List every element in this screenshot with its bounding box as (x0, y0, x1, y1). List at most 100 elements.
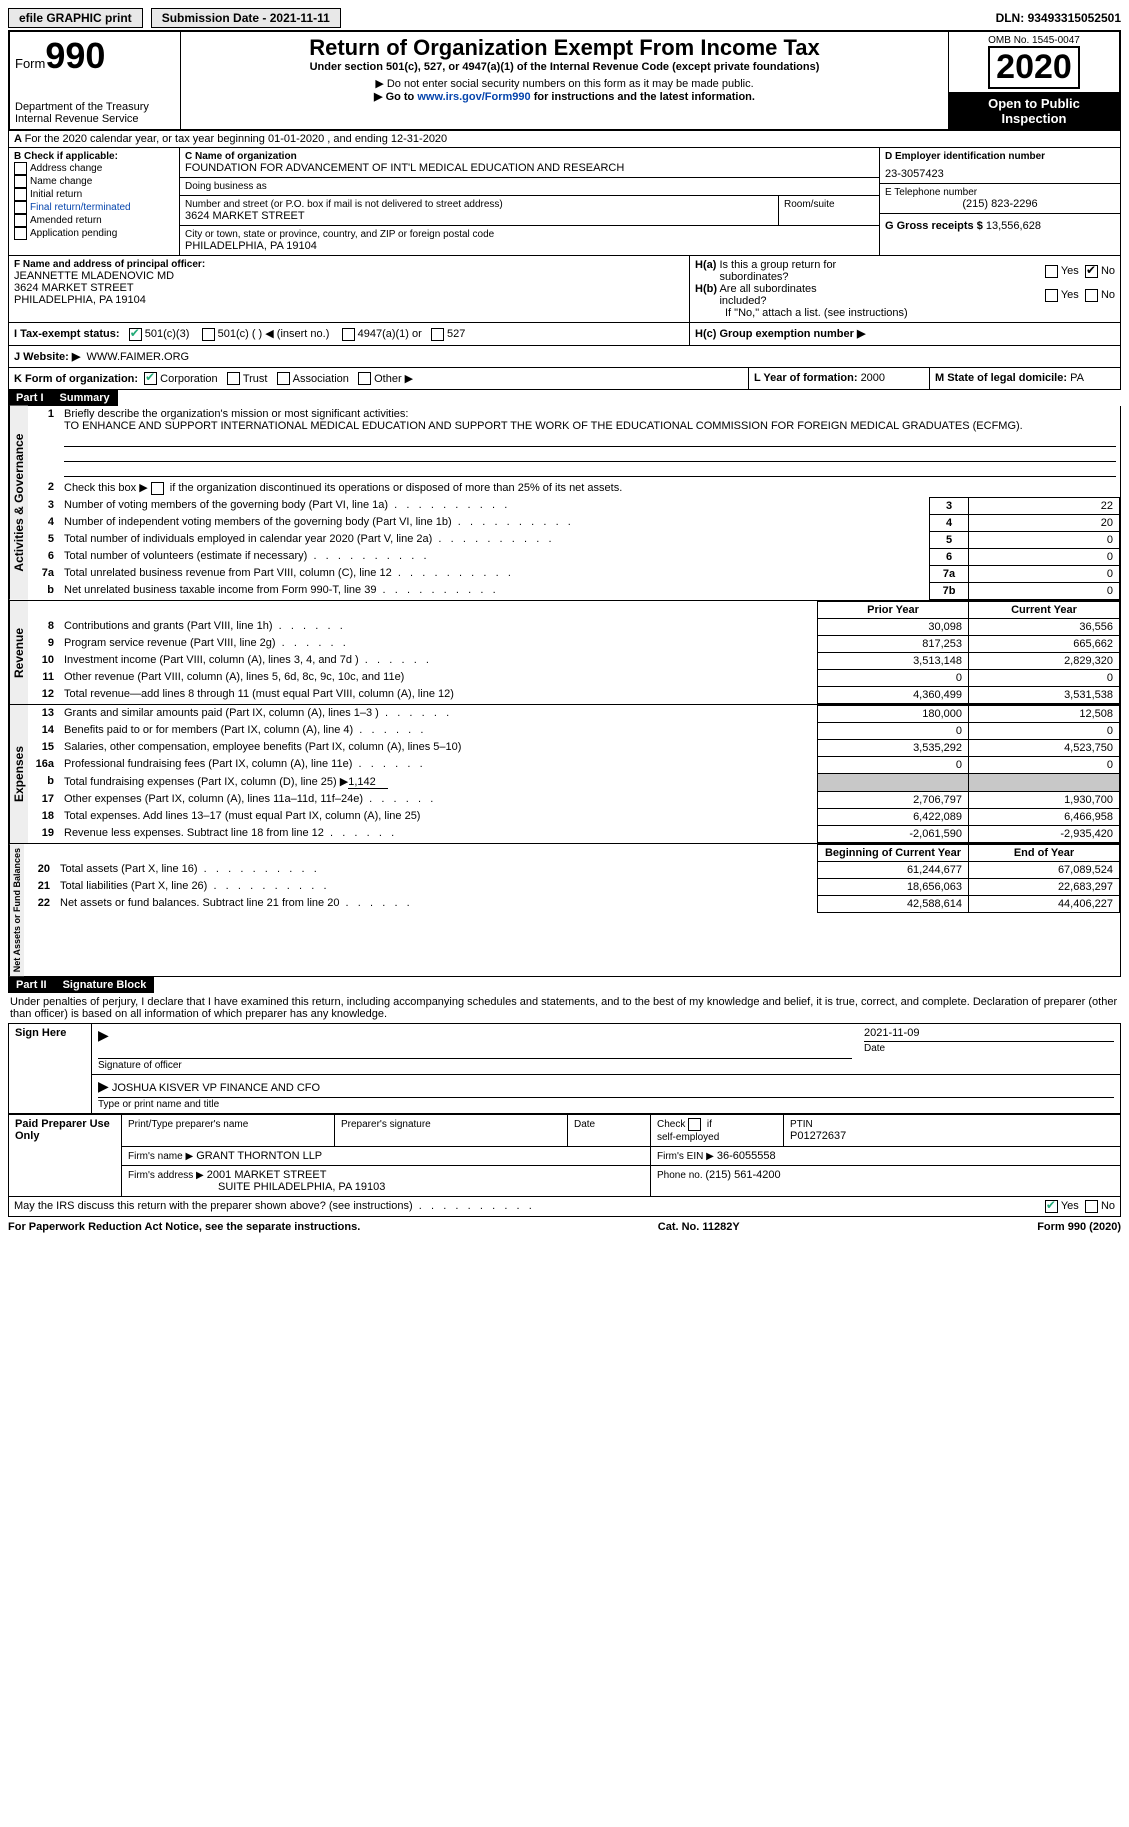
p16a: 0 (818, 756, 969, 773)
p19: -2,061,590 (818, 825, 969, 842)
tax-year: 2020 (988, 46, 1080, 89)
p16b (818, 773, 969, 791)
org-city: PHILADELPHIA, PA 19104 (185, 240, 874, 252)
l17: Other expenses (Part IX, column (A), lin… (64, 793, 433, 805)
chk-pending[interactable]: Application pending (14, 227, 174, 240)
l16b-val: 1,142 (348, 776, 388, 789)
p9: 817,253 (818, 635, 969, 652)
check-self: Check ifself-employed (657, 1119, 719, 1143)
l16a: Professional fundraising fees (Part IX, … (64, 758, 423, 770)
date-label: Date (864, 1043, 885, 1054)
revenue-block: Revenue Prior YearCurrent Year 8Contribu… (8, 601, 1121, 705)
i-row: I Tax-exempt status: 501(c)(3) 501(c) ( … (8, 323, 1121, 346)
c8: 36,556 (969, 618, 1120, 635)
p21: 18,656,063 (818, 878, 969, 895)
p10: 3,513,148 (818, 652, 969, 669)
paid-label: Paid Preparer Use Only (9, 1114, 122, 1196)
form-number: 990 (45, 35, 105, 76)
top-bar: efile GRAPHIC print Submission Date - 20… (8, 8, 1121, 28)
ha-yes[interactable] (1045, 265, 1058, 278)
hb-yes[interactable] (1045, 289, 1058, 302)
l13: Grants and similar amounts paid (Part IX… (64, 707, 449, 719)
box-e-label: E Telephone number (885, 187, 1115, 198)
officer-printed: JOSHUA KISVER VP FINANCE AND CFO (112, 1082, 320, 1094)
ha-no[interactable] (1085, 265, 1098, 278)
omb: OMB No. 1545-0047 (954, 35, 1114, 46)
chk-501c[interactable] (202, 328, 215, 341)
form990-link[interactable]: www.irs.gov/Form990 (417, 91, 530, 103)
officer-addr2: PHILADELPHIA, PA 19104 (14, 294, 684, 306)
dln: DLN: 93493315052501 (996, 11, 1121, 25)
dln-label: DLN: (996, 11, 1028, 25)
l21: Total liabilities (Part X, line 26) (60, 880, 327, 892)
discuss-yes[interactable] (1045, 1200, 1058, 1213)
c14: 0 (969, 722, 1120, 739)
c12: 3,531,538 (969, 686, 1120, 703)
footer: For Paperwork Reduction Act Notice, see … (8, 1221, 1121, 1233)
p11: 0 (818, 669, 969, 686)
prep-date-h: Date (574, 1119, 595, 1130)
submission-button[interactable]: Submission Date - 2021-11-11 (151, 8, 341, 28)
l7a: Total unrelated business revenue from Pa… (64, 567, 511, 579)
l12: Total revenue—add lines 8 through 11 (mu… (64, 688, 454, 700)
chk-discontinued[interactable] (151, 482, 164, 495)
chk-4947[interactable] (342, 328, 355, 341)
chk-amended[interactable]: Amended return (14, 214, 174, 227)
part1-bar: Part I Summary (8, 390, 1121, 406)
l14: Benefits paid to or for members (Part IX… (64, 724, 423, 736)
addr-label: Number and street (or P.O. box if mail i… (185, 199, 773, 210)
hc-label: H(c) Group exemption number ▶ (695, 328, 865, 340)
p13: 180,000 (818, 705, 969, 722)
p22: 42,588,614 (818, 895, 969, 912)
c16a: 0 (969, 756, 1120, 773)
v6: 0 (969, 548, 1120, 565)
submission-date: 2021-11-11 (270, 11, 330, 25)
p18: 6,422,089 (818, 808, 969, 825)
box-f-label: F Name and address of principal officer: (14, 259, 684, 270)
phone: (215) 823-2296 (885, 198, 1115, 210)
chk-final[interactable]: Final return/terminated (14, 201, 174, 214)
side-revenue: Revenue (9, 601, 28, 704)
discuss-label: May the IRS discuss this return with the… (14, 1200, 532, 1212)
prior-h: Prior Year (818, 601, 969, 618)
box-b-title: B Check if applicable: (14, 151, 174, 162)
discuss-no[interactable] (1085, 1200, 1098, 1213)
officer-sub: Type or print name and title (98, 1099, 219, 1110)
org-addr: 3624 MARKET STREET (185, 210, 773, 222)
chk-trust[interactable] (227, 372, 240, 385)
chk-other[interactable] (358, 372, 371, 385)
footer-mid: Cat. No. 11282Y (658, 1221, 740, 1233)
side-netassets: Net Assets or Fund Balances (9, 844, 24, 976)
chk-name[interactable]: Name change (14, 175, 174, 188)
chk-527[interactable] (431, 328, 444, 341)
discuss-row: May the IRS discuss this return with the… (8, 1197, 1121, 1217)
title: Return of Organization Exempt From Incom… (186, 35, 943, 61)
line-a: A For the 2020 calendar year, or tax yea… (8, 131, 1121, 148)
hb-note: If "No," attach a list. (see instruction… (695, 307, 1115, 319)
c11: 0 (969, 669, 1120, 686)
efile-button[interactable]: efile GRAPHIC print (8, 8, 143, 28)
chk-501c3[interactable] (129, 328, 142, 341)
hb-no[interactable] (1085, 289, 1098, 302)
c20: 67,089,524 (969, 861, 1120, 878)
chk-address[interactable]: Address change (14, 162, 174, 175)
chk-self-employed[interactable] (688, 1118, 701, 1131)
dba-label: Doing business as (185, 181, 874, 192)
l22: Net assets or fund balances. Subtract li… (60, 897, 410, 909)
l1-text: TO ENHANCE AND SUPPORT INTERNATIONAL MED… (64, 420, 1023, 432)
chk-assoc[interactable] (277, 372, 290, 385)
phone-l: Phone no. (657, 1170, 705, 1181)
note-goto: ▶ Go to www.irs.gov/Form990 for instruct… (186, 90, 943, 103)
p15: 3,535,292 (818, 739, 969, 756)
firm-addr1: 2001 MARKET STREET (207, 1169, 327, 1181)
end-h: End of Year (969, 844, 1120, 861)
part2-label: Part II (8, 977, 55, 993)
c22: 44,406,227 (969, 895, 1120, 912)
officer-addr1: 3624 MARKET STREET (14, 282, 684, 294)
box-c-label: C Name of organization (185, 151, 874, 162)
c18: 6,466,958 (969, 808, 1120, 825)
l19: Revenue less expenses. Subtract line 18 … (64, 827, 394, 839)
chk-initial[interactable]: Initial return (14, 188, 174, 201)
v7b: 0 (969, 582, 1120, 599)
chk-corp[interactable] (144, 372, 157, 385)
